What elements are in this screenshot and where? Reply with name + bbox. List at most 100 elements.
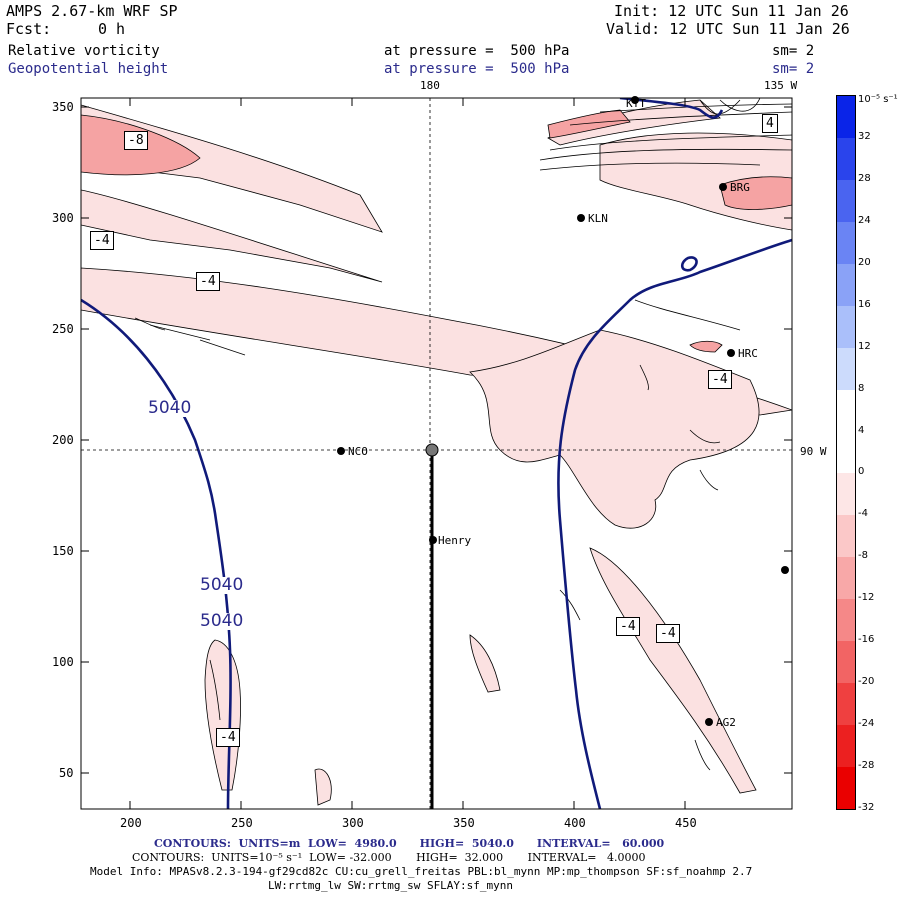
colorbar-label: -32 [858,802,875,813]
valid-time: Valid: 12 UTC Sun 11 Jan 26 [606,20,850,38]
vorticity-label: -4 [708,370,732,389]
colorbar-segment [837,263,855,306]
colorbar-segment [837,137,855,180]
pole-marker [425,443,439,457]
x-tick-450: 450 [675,816,697,830]
station-dot-hrc [727,349,735,357]
colorbar-label: -12 [858,592,875,604]
station-label-ktt: KTT [626,97,646,110]
colorbar-label: -24 [858,718,875,730]
geopotential-contours [81,98,792,809]
colorbar-segment [837,347,855,390]
vorticity-label: 4 [762,114,778,133]
vorticity-label: -4 [90,231,114,250]
height-label: 5040 [148,398,192,418]
colorbar-unit: 10⁻⁵ s⁻¹ [858,94,898,105]
station-label-ag2: AG2 [716,716,736,729]
lon-135w-label: 135 W [764,79,798,92]
forecast-label: Fcst: [6,20,52,38]
colorbar-segment [837,389,855,432]
init-time: Init: 12 UTC Sun 11 Jan 26 [614,2,849,20]
station-label-brg: BRG [730,181,750,194]
colorbar-segment [837,683,855,726]
station-dot-ktt [631,96,639,104]
height-label: 5040 [200,611,244,631]
colorbar-segment [837,305,855,348]
model-title: AMPS 2.67-km WRF SP [6,2,178,20]
lon-180-label: 180 [420,79,440,92]
field2-smoothing: sm= 2 [772,61,815,77]
colorbar-segment [837,599,855,642]
colorbar-segment [837,431,855,474]
station-dot-kln [577,214,585,222]
x-tick-200: 200 [120,816,142,830]
station-dot-edge [781,566,789,574]
colorbar-segment [837,767,855,809]
y-tick-250: 250 [52,322,74,336]
x-tick-300: 300 [342,816,364,830]
field1-smoothing: sm= 2 [772,43,815,59]
field2-name: Geopotential height [8,61,169,77]
vorticity-contours [134,98,792,771]
station-dot-brg [719,183,727,191]
colorbar-label: -20 [858,676,875,688]
forecast-value: 0 h [98,20,126,38]
station-label-hrc: HRC [738,347,758,360]
field1-level: at pressure = 500 hPa [384,43,570,59]
station-label-henry: Henry [438,534,472,547]
colorbar-segment [837,725,855,767]
colorbar-label: 20 [858,256,871,268]
colorbar-label: -8 [858,550,868,562]
station-dot-nco [337,447,345,455]
vorticity-label: -4 [196,272,220,291]
colorbar-segment [837,557,855,600]
station-label-kln: KLN [588,212,608,225]
colorbar-label: -16 [858,634,875,646]
plot-frame [80,97,793,810]
colorbar-label: 32 [858,130,871,142]
colorbar-label: -28 [858,760,875,772]
colorbar-label: 0 [858,466,865,478]
vorticity-label: -4 [616,617,640,636]
station-dot-ag2 [705,718,713,726]
y-tick-150: 150 [52,544,74,558]
field2-level: at pressure = 500 hPa [384,61,570,77]
vorticity-label: -8 [124,131,148,150]
colorbar-segment [837,96,855,138]
colorbar-segment [837,221,855,264]
station-markers [337,96,789,726]
height-contour-info: CONTOURS: UNITS=m LOW= 4980.0 HIGH= 5040… [154,837,665,850]
colorbar-label: 12 [858,340,871,352]
colorbar-label: 8 [858,382,865,394]
colorbar-segment [837,515,855,558]
x-tick-350: 350 [453,816,475,830]
y-tick-100: 100 [52,655,74,669]
colorbar-label: 16 [858,298,871,310]
colorbar-label: -4 [858,508,868,520]
colorbar-label: 4 [858,424,865,436]
model-info-2: LW:rrtmg_lw SW:rrtmg_sw SFLAY:sf_mynn [268,879,514,892]
y-tick-200: 200 [52,433,74,447]
station-label-nco: NCO [348,445,368,458]
colorbar-segment [837,641,855,684]
colorbar-segment [837,473,855,516]
station-dot-henry [429,536,437,544]
vorticity-label: -4 [216,728,240,747]
axis-ticks [81,98,792,809]
lon-90w-label: 90 W [800,445,827,458]
y-tick-300: 300 [52,211,74,225]
field1-name: Relative vorticity [8,43,160,59]
y-tick-50: 50 [59,766,74,780]
colorbar-label: 28 [858,172,871,184]
model-info: Model Info: MPASv8.2.3-194-gf29cd82c CU:… [90,865,753,878]
y-tick-350: 350 [52,100,74,114]
vorticity-label: -4 [656,624,680,643]
x-tick-250: 250 [231,816,253,830]
vorticity-contour-info: CONTOURS: UNITS=10⁻⁵ s⁻¹ LOW= -32.000 HI… [132,851,646,864]
colorbar-label: 24 [858,214,871,226]
x-tick-400: 400 [564,816,586,830]
vorticity-colorbar [836,95,856,810]
colorbar-segment [837,179,855,222]
height-label: 5040 [200,575,244,595]
